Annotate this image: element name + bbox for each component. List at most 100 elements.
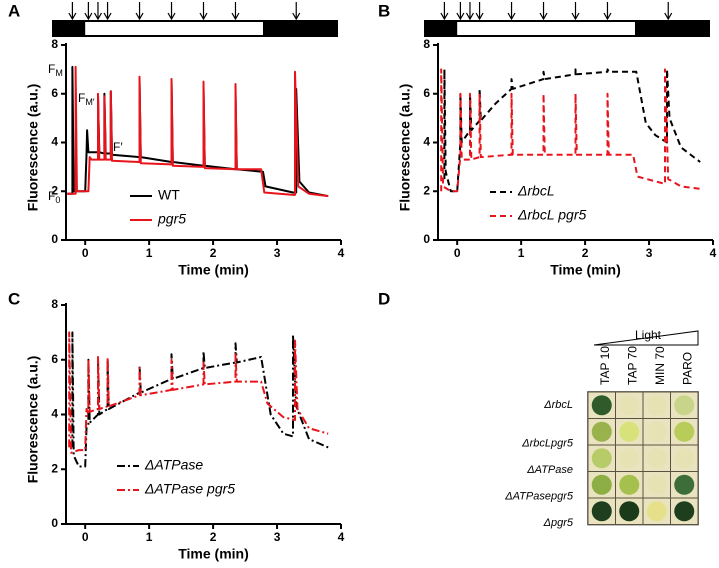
x-tick-label: 3: [646, 246, 653, 260]
spot: [619, 448, 639, 468]
x-tick-label: 4: [338, 530, 345, 544]
light-period: [85, 22, 263, 35]
x-tick-label: 3: [274, 246, 281, 260]
row-label: ΔATPase: [526, 464, 573, 476]
panel-label: C: [8, 289, 20, 308]
spot: [592, 475, 612, 495]
flash-arrow: [168, 2, 175, 19]
flash-arrow: [136, 2, 143, 19]
flash-arrow: [441, 2, 448, 19]
x-axis-label: Time (min): [178, 262, 249, 278]
x-tick-label: 4: [338, 246, 345, 260]
y-tick-label: 0: [51, 516, 58, 530]
spot: [674, 422, 694, 442]
y-tick-label: 6: [423, 86, 430, 100]
spot: [592, 501, 612, 521]
spot: [619, 395, 639, 415]
annotation-sub: 0: [55, 195, 60, 205]
annotation-text: F: [48, 62, 55, 76]
panel-label: B: [378, 1, 390, 20]
x-axis-label: Time (min): [550, 262, 621, 278]
x-tick-label: 1: [146, 530, 153, 544]
spot: [674, 395, 694, 415]
x-tick-label: 3: [274, 530, 281, 544]
y-tick-label: 0: [423, 232, 430, 246]
row-label: ΔATPasepgr5: [504, 491, 574, 503]
annotation: F′: [113, 140, 123, 154]
spot: [592, 448, 612, 468]
spot: [619, 475, 639, 495]
legend-label: ΔrbcL pgr5: [517, 207, 586, 223]
y-tick-label: 4: [51, 135, 58, 149]
flash-arrow: [232, 2, 239, 19]
flash-arrow: [466, 2, 473, 19]
column-label: TAP 70: [625, 346, 639, 385]
series-line: [444, 69, 700, 191]
flash-arrow: [540, 2, 547, 19]
row-label: ΔrbcL: [543, 399, 573, 411]
row-label: ΔrbcLpgr5: [521, 438, 574, 450]
x-tick-label: 2: [210, 246, 217, 260]
spot: [647, 448, 667, 468]
panel-label: A: [8, 1, 20, 20]
series-line: [67, 67, 328, 196]
flash-arrow: [200, 2, 207, 19]
spot: [647, 395, 667, 415]
x-tick-label: 0: [454, 246, 461, 260]
x-tick-label: 1: [146, 246, 153, 260]
flash-arrow: [69, 2, 76, 19]
legend-label: pgr5: [157, 211, 186, 227]
x-tick-label: 4: [710, 246, 717, 260]
annotation-text: F: [48, 189, 55, 203]
annotation: FM′: [78, 91, 95, 107]
legend-label: WT: [158, 187, 180, 203]
x-tick-label: 2: [210, 530, 217, 544]
series-line: [72, 332, 328, 466]
flash-arrow: [476, 2, 483, 19]
column-label: PARO: [680, 352, 694, 385]
series-line: [67, 67, 328, 196]
flash-arrow: [457, 2, 464, 19]
series-line: [441, 69, 700, 191]
spot: [592, 422, 612, 442]
x-tick-label: 2: [582, 246, 589, 260]
spot: [619, 422, 639, 442]
annotation: F0: [48, 189, 60, 205]
y-axis-label: Fluorescence (a.u.): [25, 84, 41, 212]
x-tick-label: 1: [518, 246, 525, 260]
y-tick-label: 4: [51, 407, 58, 421]
y-tick-label: 6: [51, 352, 58, 366]
flash-arrow: [572, 2, 579, 19]
annotation-text: F′: [113, 140, 123, 154]
spot: [674, 501, 694, 521]
y-tick-label: 0: [51, 232, 58, 246]
y-axis-label: Fluorescence (a.u.): [25, 356, 41, 484]
column-label: TAP 10: [598, 346, 612, 385]
flash-arrow: [665, 2, 672, 19]
y-tick-label: 8: [423, 37, 430, 51]
flash-arrow: [293, 2, 300, 19]
row-label: Δpgr5: [543, 517, 574, 529]
y-tick-label: 8: [51, 297, 58, 311]
x-tick-label: 0: [82, 530, 89, 544]
spot: [592, 395, 612, 415]
annotation: FM: [48, 62, 63, 78]
spot: [619, 501, 639, 521]
y-tick-label: 8: [51, 37, 58, 51]
flash-arrow: [85, 2, 92, 19]
flash-arrow: [94, 2, 101, 19]
column-label: MIN 70: [653, 346, 667, 385]
light-period: [457, 22, 635, 35]
panel-label: D: [378, 289, 390, 308]
legend-label: ΔATPase: [144, 457, 203, 473]
spot: [674, 448, 694, 468]
y-axis-label: Fluorescence (a.u.): [397, 84, 413, 212]
annotation-sub: M: [55, 68, 63, 78]
legend-label: ΔrbcL: [517, 183, 555, 199]
annotation-text: F: [78, 91, 85, 105]
spot: [674, 475, 694, 495]
x-axis-label: Time (min): [178, 546, 249, 562]
flash-arrow: [104, 2, 111, 19]
y-tick-label: 6: [51, 86, 58, 100]
